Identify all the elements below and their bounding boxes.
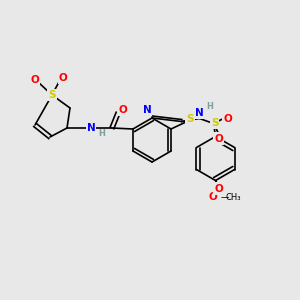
Text: O: O [118, 105, 127, 115]
Text: S: S [211, 118, 218, 128]
Text: O: O [214, 134, 223, 143]
Text: N: N [142, 105, 152, 115]
Text: S: S [48, 90, 56, 100]
Text: N: N [195, 107, 204, 118]
Text: H: H [206, 102, 213, 111]
Text: O: O [58, 73, 68, 83]
Text: N: N [87, 123, 95, 133]
Text: O: O [31, 75, 39, 85]
Text: H: H [98, 128, 105, 137]
Text: CH₃: CH₃ [226, 193, 241, 202]
Text: O: O [208, 193, 217, 202]
Text: S: S [186, 114, 194, 124]
Text: O: O [223, 113, 232, 124]
Text: O: O [214, 184, 223, 194]
Text: —: — [220, 193, 229, 202]
